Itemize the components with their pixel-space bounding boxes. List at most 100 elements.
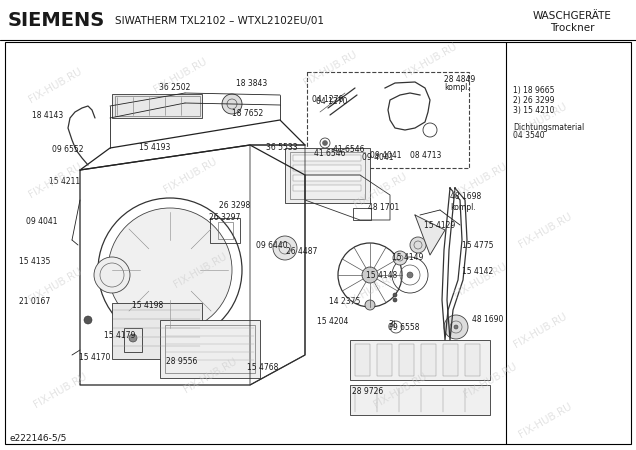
Text: 15 4768: 15 4768 [247, 364, 279, 373]
Bar [377, 344, 392, 376]
Text: 15 4135: 15 4135 [18, 257, 50, 266]
Text: 08 4713: 08 4713 [410, 150, 441, 159]
Text: 48 1690: 48 1690 [472, 315, 503, 324]
Bar [307, 72, 469, 168]
Circle shape [322, 140, 328, 145]
Bar [350, 340, 490, 380]
Circle shape [94, 257, 130, 293]
Text: 48 1698
kompl.: 48 1698 kompl. [450, 192, 481, 212]
Bar [290, 152, 365, 199]
Text: 3): 3) [388, 320, 396, 329]
Text: 2) 26 3299: 2) 26 3299 [513, 95, 555, 104]
Text: 1) 18 9665: 1) 18 9665 [513, 86, 555, 94]
Text: 04 1270: 04 1270 [312, 95, 343, 104]
Circle shape [393, 298, 397, 302]
Text: 15 4170: 15 4170 [80, 354, 111, 363]
Bar [293, 165, 361, 171]
Bar [355, 344, 370, 376]
Text: FIX-HUB.RU: FIX-HUB.RU [371, 371, 428, 409]
Text: FIX-HUB.RU: FIX-HUB.RU [342, 271, 398, 309]
Text: 15 4179: 15 4179 [104, 330, 135, 339]
Text: FIX-HUB.RU: FIX-HUB.RU [512, 311, 569, 349]
Text: FIX-HUB.RU: FIX-HUB.RU [27, 266, 83, 304]
Text: 26 3298: 26 3298 [219, 201, 251, 210]
Text: 15 4204: 15 4204 [317, 318, 348, 327]
Text: 14 2375: 14 2375 [329, 297, 360, 306]
Text: FIX-HUB.RU: FIX-HUB.RU [516, 401, 573, 439]
Text: 09 6558: 09 6558 [388, 324, 420, 333]
Text: 09 6552: 09 6552 [52, 145, 83, 154]
Text: 09 4041: 09 4041 [363, 153, 394, 162]
Circle shape [129, 334, 137, 342]
Text: 15 4129: 15 4129 [424, 220, 455, 230]
Bar [350, 385, 490, 415]
Polygon shape [415, 215, 445, 255]
Text: 15 4198: 15 4198 [132, 301, 163, 310]
Text: 15 4142: 15 4142 [462, 267, 494, 276]
Text: kompl.: kompl. [444, 82, 470, 91]
Text: 04 3540: 04 3540 [513, 131, 544, 140]
Text: 28 4849: 28 4849 [444, 75, 475, 84]
Bar [421, 344, 436, 376]
Text: 15 4148: 15 4148 [366, 270, 398, 279]
Text: FIX-HUB.RU: FIX-HUB.RU [151, 56, 209, 94]
Text: WASCHGERÄTE: WASCHGERÄTE [532, 11, 611, 21]
Circle shape [454, 325, 458, 329]
Text: 3) 15 4210: 3) 15 4210 [513, 105, 555, 114]
Text: 41 6546: 41 6546 [314, 148, 346, 157]
Text: FIX-HUB.RU: FIX-HUB.RU [516, 211, 573, 249]
Text: Trockner: Trockner [550, 23, 594, 33]
Text: 28 9726: 28 9726 [352, 387, 384, 396]
Text: FIX-HUB.RU: FIX-HUB.RU [462, 361, 518, 399]
Bar [353, 208, 371, 220]
Text: FIX-HUB.RU: FIX-HUB.RU [452, 261, 508, 299]
Text: 36 2502: 36 2502 [159, 84, 191, 93]
Bar [293, 175, 361, 181]
Bar [399, 344, 414, 376]
Text: 18 3843: 18 3843 [237, 78, 268, 87]
Text: e222146-5/5: e222146-5/5 [10, 433, 67, 442]
Circle shape [273, 236, 297, 260]
Text: 15 4149: 15 4149 [392, 253, 424, 262]
Bar [5, 42, 631, 444]
Text: 21 0167: 21 0167 [18, 297, 50, 306]
Text: FIX-HUB.RU: FIX-HUB.RU [452, 161, 508, 199]
Text: FIX-HUB.RU: FIX-HUB.RU [162, 156, 218, 194]
Bar [218, 222, 233, 239]
Circle shape [362, 267, 378, 283]
Circle shape [222, 94, 242, 114]
Text: 48 1701: 48 1701 [368, 202, 399, 211]
Text: SIWATHERM TXL2102 – WTXL2102EU/01: SIWATHERM TXL2102 – WTXL2102EU/01 [115, 16, 324, 26]
Circle shape [407, 272, 413, 278]
Text: FIX-HUB.RU: FIX-HUB.RU [352, 171, 408, 209]
Circle shape [84, 316, 92, 324]
Bar [285, 148, 370, 203]
Text: 15 4211: 15 4211 [49, 177, 80, 186]
Circle shape [108, 208, 232, 332]
Circle shape [393, 293, 397, 297]
Bar [115, 96, 200, 116]
Text: 09 6440: 09 6440 [256, 240, 288, 249]
Bar [443, 344, 458, 376]
Circle shape [365, 300, 375, 310]
Text: 28 9556: 28 9556 [166, 357, 198, 366]
Bar [112, 94, 202, 118]
Bar [210, 218, 240, 243]
Text: FIX-HUB.RU: FIX-HUB.RU [27, 66, 83, 104]
Bar [112, 303, 202, 359]
Text: 15 4193: 15 4193 [139, 144, 170, 153]
Text: SIEMENS: SIEMENS [8, 12, 105, 31]
Text: 18 7652: 18 7652 [232, 108, 264, 117]
Text: FIX-HUB.RU: FIX-HUB.RU [182, 356, 238, 394]
Text: FIX-HUB.RU: FIX-HUB.RU [402, 41, 459, 79]
Text: FIX-HUB.RU: FIX-HUB.RU [27, 161, 83, 199]
Text: FIX-HUB.RU: FIX-HUB.RU [512, 101, 569, 139]
Bar [293, 155, 361, 161]
Bar [293, 185, 361, 191]
Text: 41 6546: 41 6546 [333, 145, 364, 154]
Text: 18 4143: 18 4143 [32, 111, 63, 120]
Text: FIX-HUB.RU: FIX-HUB.RU [32, 371, 88, 409]
Text: 26 4487: 26 4487 [286, 248, 318, 256]
Text: 09 4041: 09 4041 [25, 217, 57, 226]
Text: FIX-HUB.RU: FIX-HUB.RU [301, 49, 358, 87]
